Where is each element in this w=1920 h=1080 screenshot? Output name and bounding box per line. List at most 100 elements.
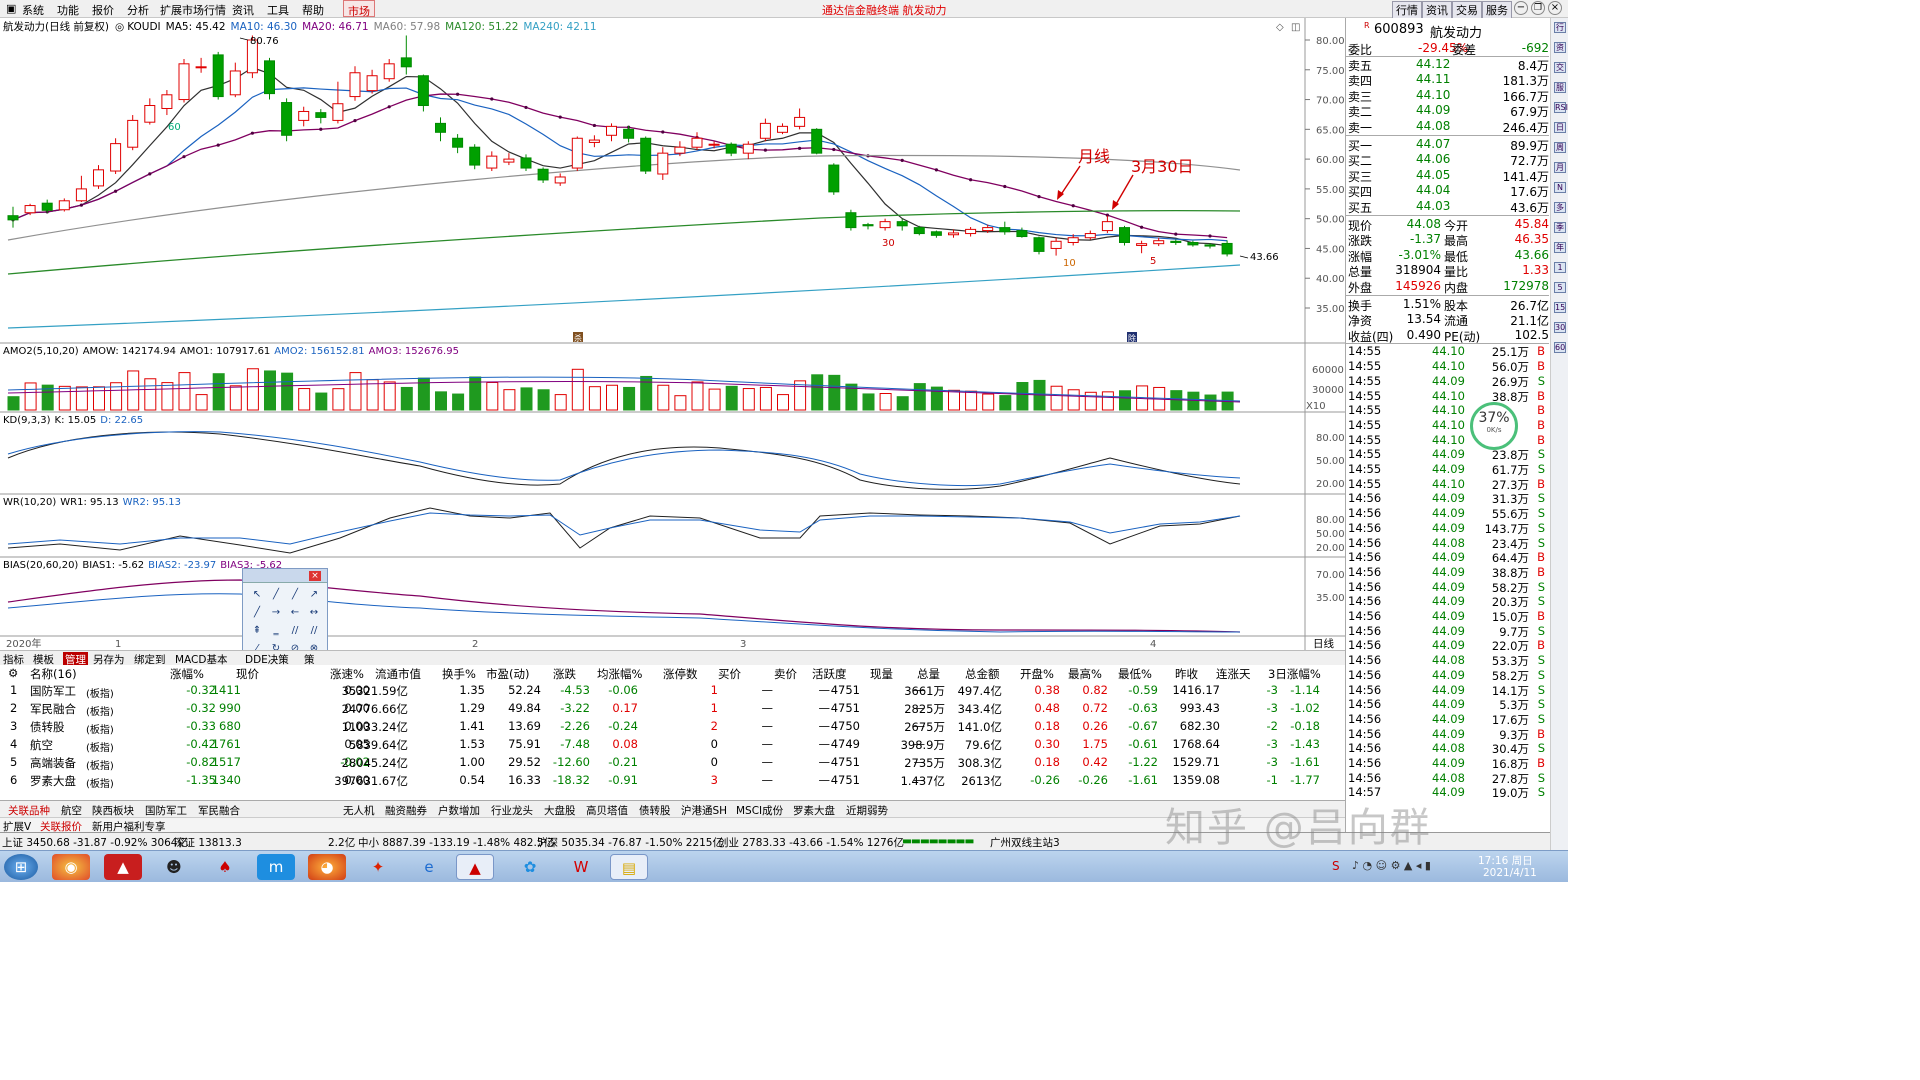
column-header[interactable]: 最低% <box>1118 667 1152 681</box>
menu-function[interactable]: 功能 <box>57 4 79 17</box>
sector-tab-7[interactable]: 户数增加 <box>438 805 480 817</box>
column-header[interactable]: 涨速% <box>330 667 364 681</box>
column-header[interactable]: 买价 <box>718 667 741 681</box>
column-header[interactable]: 总金额 <box>965 667 1000 681</box>
stat-row[interactable]: 外盘 145926 内盘 172978 <box>1346 279 1549 295</box>
right-tool-1[interactable]: 资 <box>1554 42 1566 53</box>
menu-tools[interactable]: 工具 <box>267 4 289 17</box>
column-header[interactable]: 流通市值 <box>375 667 421 681</box>
sector-tab-5[interactable]: 无人机 <box>343 805 375 817</box>
app-qq-icon[interactable]: ☻ <box>166 858 182 876</box>
stat-row[interactable]: 涨跌 -1.37 最高 46.35 <box>1346 232 1549 248</box>
right-tool-10[interactable]: 季 <box>1554 222 1566 233</box>
menu-analysis[interactable]: 分析 <box>127 4 149 17</box>
btn-fuwu[interactable]: 服务 <box>1482 1 1512 19</box>
tray-icons[interactable]: ♪ ◔ ☺ ⚙ ▲ ◂ ▮ <box>1352 859 1431 872</box>
sector-tab-3[interactable]: 国防军工 <box>145 805 187 817</box>
draw-tool[interactable]: // <box>291 625 299 636</box>
speed-gauge[interactable]: 37% 0K/s <box>1470 402 1518 450</box>
column-header[interactable]: 名称(16) <box>30 667 77 681</box>
draw-tool[interactable]: ⇞ <box>252 625 262 636</box>
indicator-tab-2[interactable]: 管理 <box>63 652 88 667</box>
draw-tool[interactable]: ╱ <box>291 589 299 600</box>
status-hushen[interactable]: 沪深 5035.34 -76.87 -1.50% 2215亿 <box>537 837 723 849</box>
app-tdx-icon[interactable]: ▲ <box>104 854 142 880</box>
ask-row[interactable]: 卖二 44.09 67.9万 <box>1346 103 1549 119</box>
system-icon[interactable]: ▣ <box>6 2 17 15</box>
restore-icon[interactable]: ❐ <box>1531 1 1545 15</box>
app-cards-icon[interactable]: ♠ <box>218 858 232 876</box>
stat-row[interactable]: 涨幅 -3.01% 最低 43.66 <box>1346 248 1549 264</box>
bottom-tab-0[interactable]: 扩展V <box>3 821 32 833</box>
btn-hangqing[interactable]: 行情 <box>1392 1 1422 19</box>
column-header[interactable]: 活跃度 <box>812 667 847 681</box>
btn-zixun[interactable]: 资讯 <box>1422 1 1452 19</box>
draw-tool[interactable]: ╱ <box>272 589 280 600</box>
app-browser-icon[interactable]: ◉ <box>52 854 90 880</box>
column-header[interactable]: 昨收 <box>1175 667 1198 681</box>
right-tool-15[interactable]: 30 <box>1554 322 1566 333</box>
sector-tab-12[interactable]: 沪港通SH <box>681 805 728 817</box>
menu-system[interactable]: 系统 <box>22 4 44 17</box>
sector-tab-6[interactable]: 融资融券 <box>385 805 427 817</box>
start-button-icon[interactable]: ⊞ <box>4 854 38 880</box>
draw-tool[interactable]: ← <box>290 607 300 618</box>
event-marker-2[interactable] <box>1127 332 1137 342</box>
draw-tool[interactable]: ╱ <box>253 607 261 618</box>
status-server[interactable]: 广州双线主站3 <box>990 837 1060 849</box>
sector-tab-14[interactable]: 罗素大盘 <box>793 805 835 817</box>
palette-close-icon[interactable]: × <box>309 571 321 581</box>
sector-name[interactable]: 国防军工 <box>30 684 76 698</box>
bid-row[interactable]: 买五 44.03 43.6万 <box>1346 199 1549 215</box>
sector-tab-11[interactable]: 债转股 <box>639 805 671 817</box>
status-zhongxiao[interactable]: 中小 8887.39 -133.19 -1.48% 482.5亿 <box>358 837 555 849</box>
column-header[interactable]: 3日涨幅% <box>1268 667 1321 681</box>
chart-expand-icon[interactable]: ◫ <box>1291 22 1300 33</box>
bottom-tab-1[interactable]: 关联报价 <box>40 821 82 833</box>
column-header[interactable]: 换手% <box>442 667 476 681</box>
sector-tab-2[interactable]: 陕西板块 <box>92 805 134 817</box>
right-tool-2[interactable]: 交 <box>1554 62 1566 73</box>
sector-name[interactable]: 债转股 <box>30 720 65 734</box>
column-header[interactable]: 总量 <box>917 667 940 681</box>
draw-tool[interactable]: ↖ <box>252 589 262 600</box>
draw-tool[interactable]: ↔ <box>309 607 319 618</box>
indicator-tab-7[interactable]: 策 <box>304 654 315 666</box>
column-header[interactable]: 均涨幅% <box>597 667 643 681</box>
period-button[interactable]: 日线 <box>1313 637 1335 650</box>
draw-tool[interactable]: ⊗ <box>309 643 319 654</box>
right-tool-16[interactable]: 60 <box>1554 342 1566 353</box>
sector-tab-4[interactable]: 军民融合 <box>198 805 240 817</box>
weibi-row[interactable]: 委比 -29.45% 委差 -692 <box>1346 41 1549 57</box>
right-tool-5[interactable]: 日 <box>1554 122 1566 133</box>
app-flower-icon[interactable]: ✿ <box>523 858 537 876</box>
column-header[interactable]: 连涨天 <box>1216 667 1251 681</box>
ask-row[interactable]: 卖一 44.08 246.4万 <box>1346 119 1549 135</box>
column-header[interactable]: 最高% <box>1068 667 1102 681</box>
clock-time[interactable]: 17:16 周日 <box>1478 855 1533 867</box>
draw-tool[interactable]: ↗ <box>309 589 319 600</box>
sector-tab-10[interactable]: 高贝塔值 <box>586 805 628 817</box>
menu-help[interactable]: 帮助 <box>302 4 324 17</box>
draw-tool[interactable]: ‗ <box>273 625 279 636</box>
sector-name[interactable]: 罗素大盘 <box>30 774 76 788</box>
right-tool-12[interactable]: 1 <box>1554 262 1566 273</box>
chart-svg[interactable]: 80.00 75.00 70.00 65.00 60.00 55.00 50.00 45.00… <box>0 18 1345 650</box>
draw-tool[interactable]: ⁄ <box>256 643 258 654</box>
column-header[interactable]: 现量 <box>870 667 893 681</box>
right-tool-14[interactable]: 15 <box>1554 302 1566 313</box>
draw-tool[interactable]: ↻ <box>271 643 281 654</box>
bottom-tab-2[interactable]: 新用户福利专享 <box>92 821 166 833</box>
app-ie-icon[interactable]: e <box>424 858 434 876</box>
sector-tab-15[interactable]: 近期弱势 <box>846 805 888 817</box>
stat-row[interactable]: 收益(四) 0.490 PE(动) 102.5 <box>1346 328 1549 344</box>
app-meeting-icon[interactable]: m <box>257 854 295 880</box>
app-cross-icon[interactable]: ✦ <box>371 858 385 876</box>
column-header[interactable]: 涨幅% <box>170 667 204 681</box>
right-tool-11[interactable]: 年 <box>1554 242 1566 253</box>
close-icon[interactable]: × <box>1548 1 1562 15</box>
menu-news[interactable]: 资讯 <box>232 4 254 17</box>
ask-row[interactable]: 卖五 44.12 8.4万 <box>1346 57 1549 73</box>
event-marker-1[interactable] <box>573 332 583 342</box>
table-settings-icon[interactable]: ⚙ <box>8 666 19 680</box>
